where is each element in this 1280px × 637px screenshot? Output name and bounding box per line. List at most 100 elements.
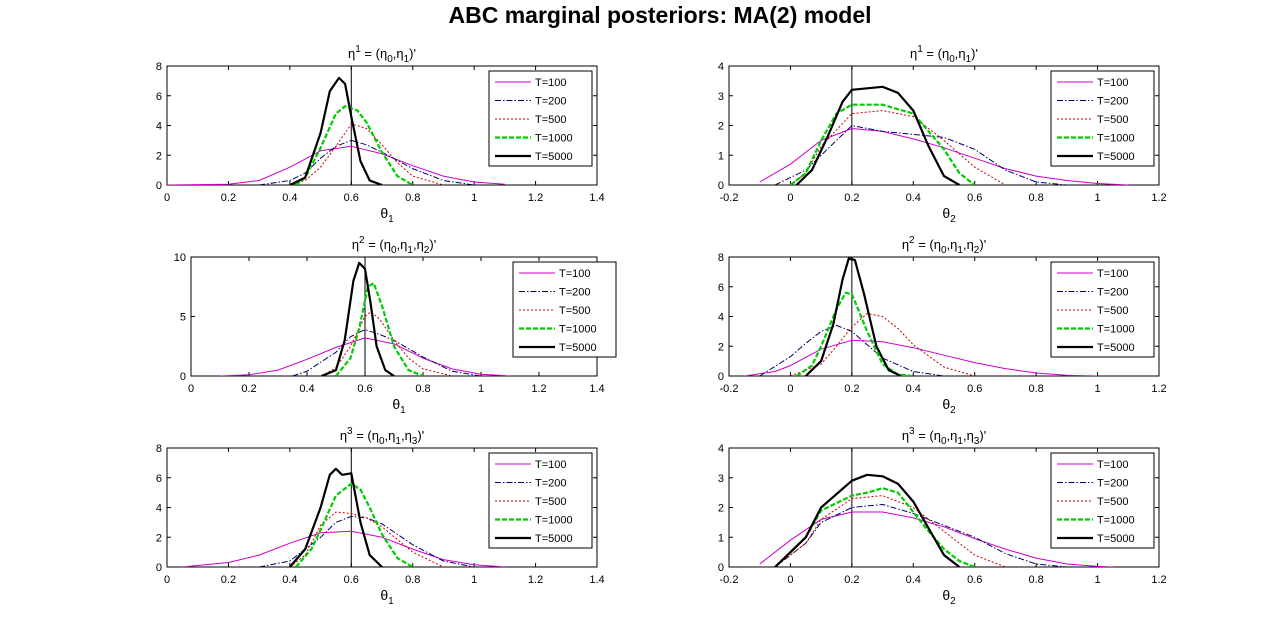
x-tick-label: 0.8 bbox=[405, 574, 420, 586]
x-tick-label: 0 bbox=[164, 192, 170, 204]
x-tick-label: 0.4 bbox=[282, 192, 297, 204]
x-tick-label: 0.2 bbox=[844, 574, 859, 586]
legend-label: T=1000 bbox=[535, 515, 573, 527]
x-tick-label: 0.8 bbox=[1028, 574, 1043, 586]
legend-label: T=500 bbox=[1097, 305, 1129, 317]
y-tick-label: 5 bbox=[180, 312, 186, 324]
legend-label: T=100 bbox=[535, 77, 567, 89]
series-line-t-500 bbox=[321, 311, 453, 376]
series-line-t-1000 bbox=[295, 105, 414, 185]
x-tick-label: 1.4 bbox=[589, 192, 604, 204]
x-tick-label: 0.8 bbox=[415, 383, 430, 395]
legend-label: T=200 bbox=[1097, 96, 1129, 108]
series-line-t-500 bbox=[289, 511, 444, 567]
x-tick-label: 0.4 bbox=[906, 192, 921, 204]
legend-label: T=5000 bbox=[535, 151, 573, 163]
series-line-t-1000 bbox=[295, 482, 414, 567]
x-axis-label: θ1 bbox=[392, 396, 406, 416]
x-tick-label: -0.2 bbox=[720, 383, 739, 395]
x-tick-label: 1 bbox=[1095, 574, 1101, 586]
x-axis-label: θ1 bbox=[380, 587, 394, 607]
panel-title: η3 = (η0,η1,η3)' bbox=[340, 426, 424, 447]
legend-box bbox=[488, 70, 593, 167]
series-line-t-200 bbox=[259, 139, 475, 185]
x-tick-label: 0 bbox=[787, 574, 793, 586]
x-tick-label: 0.4 bbox=[906, 383, 921, 395]
legend-label: T=1000 bbox=[535, 133, 573, 145]
legend-label: T=1000 bbox=[1097, 515, 1135, 527]
x-tick-label: -0.2 bbox=[720, 574, 739, 586]
chart-panel-r3c1: 0 0.2 0.4 0.6 0.8 1 1.2 1.4 0 2 4 6 8 η3 = (η0,η1,η3)… bbox=[156, 426, 605, 607]
x-tick-label: 0.4 bbox=[299, 383, 314, 395]
x-tick-label: 0.6 bbox=[967, 574, 982, 586]
x-tick-label: 0.6 bbox=[344, 192, 359, 204]
y-tick-label: 2 bbox=[156, 532, 162, 544]
chart-panel-r1c1: 0 0.2 0.4 0.6 0.8 1 1.2 1.4 0 2 4 6 8 η1 = (η0,η1)' θ1… bbox=[156, 44, 605, 225]
chart-panel-r2c1: 0 0.2 0.4 0.6 0.8 1 1.2 1.4 0 5 10 η2 = (η0,η1,η2)'… bbox=[174, 235, 617, 416]
legend-label: T=500 bbox=[535, 114, 567, 126]
legend-label: T=100 bbox=[1097, 268, 1129, 280]
legend-label: T=100 bbox=[535, 459, 567, 471]
x-tick-label: 0.2 bbox=[844, 383, 859, 395]
x-tick-label: 1.2 bbox=[1151, 383, 1166, 395]
y-tick-label: 4 bbox=[156, 503, 162, 515]
x-tick-label: 1.2 bbox=[528, 574, 543, 586]
x-tick-label: 0 bbox=[164, 574, 170, 586]
x-tick-label: 0.8 bbox=[1028, 192, 1043, 204]
legend-label: T=500 bbox=[1097, 114, 1129, 126]
x-tick-label: 0 bbox=[787, 192, 793, 204]
x-tick-label: 1 bbox=[471, 192, 477, 204]
series-line-t-1000 bbox=[795, 291, 914, 376]
series-line-t-5000 bbox=[321, 261, 395, 376]
y-tick-label: 3 bbox=[718, 91, 724, 103]
y-tick-label: 8 bbox=[718, 252, 724, 264]
series-line-t-1000 bbox=[789, 103, 976, 185]
legend: T=100 T=200 T=500 T=1000 T=5000 bbox=[1050, 261, 1155, 358]
legend-box bbox=[1050, 261, 1155, 358]
series-line-t-5000 bbox=[289, 467, 383, 567]
y-tick-label: 0 bbox=[718, 562, 724, 574]
x-tick-label: 0.6 bbox=[357, 383, 372, 395]
series-line-t-100 bbox=[167, 145, 505, 185]
legend-box bbox=[512, 261, 617, 358]
x-tick-label: 1.2 bbox=[528, 192, 543, 204]
y-tick-label: 6 bbox=[156, 91, 162, 103]
legend: T=100 T=200 T=500 T=1000 T=5000 bbox=[488, 452, 593, 549]
legend: T=100 T=200 T=500 T=1000 T=5000 bbox=[1050, 70, 1155, 167]
legend: T=100 T=200 T=500 T=1000 T=5000 bbox=[488, 70, 593, 167]
y-tick-label: 6 bbox=[156, 473, 162, 485]
panel-title: η3 = (η0,η1,η3)' bbox=[902, 426, 986, 447]
y-tick-label: 4 bbox=[156, 121, 162, 133]
y-tick-label: 2 bbox=[718, 341, 724, 353]
legend-label: T=5000 bbox=[1097, 342, 1135, 354]
y-tick-label: 3 bbox=[718, 473, 724, 485]
x-tick-label: 0.8 bbox=[1028, 383, 1043, 395]
x-tick-label: 0.6 bbox=[967, 383, 982, 395]
y-tick-label: 2 bbox=[718, 121, 724, 133]
y-tick-label: 0 bbox=[718, 371, 724, 383]
series-line-t-5000 bbox=[289, 76, 383, 185]
legend-label: T=200 bbox=[1097, 287, 1129, 299]
y-tick-label: 0 bbox=[718, 180, 724, 192]
legend-label: T=5000 bbox=[559, 342, 597, 354]
x-tick-label: 0.6 bbox=[344, 574, 359, 586]
series-line-t-5000 bbox=[805, 257, 902, 376]
legend-label: T=100 bbox=[1097, 459, 1129, 471]
y-tick-label: 4 bbox=[718, 61, 724, 73]
series-line-t-5000 bbox=[795, 85, 960, 185]
legend-label: T=200 bbox=[535, 478, 567, 490]
x-tick-label: 1.2 bbox=[1151, 192, 1166, 204]
legend-label: T=1000 bbox=[1097, 133, 1135, 145]
x-tick-label: 0.2 bbox=[221, 192, 236, 204]
x-tick-label: 0.8 bbox=[405, 192, 420, 204]
legend-label: T=500 bbox=[535, 496, 567, 508]
legend: T=100 T=200 T=500 T=1000 T=5000 bbox=[1050, 452, 1155, 549]
y-tick-label: 1 bbox=[718, 532, 724, 544]
x-tick-label: 1 bbox=[471, 574, 477, 586]
legend-label: T=200 bbox=[535, 96, 567, 108]
